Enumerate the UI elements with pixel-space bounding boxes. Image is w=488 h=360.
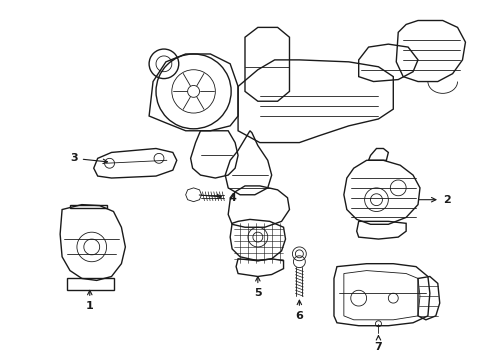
Text: 1: 1 bbox=[86, 291, 94, 311]
Text: 3: 3 bbox=[70, 153, 107, 163]
Text: 7: 7 bbox=[374, 336, 382, 352]
Text: 6: 6 bbox=[295, 300, 303, 321]
Text: 5: 5 bbox=[253, 276, 261, 298]
Text: 4: 4 bbox=[199, 193, 236, 203]
Text: 2: 2 bbox=[418, 195, 449, 205]
